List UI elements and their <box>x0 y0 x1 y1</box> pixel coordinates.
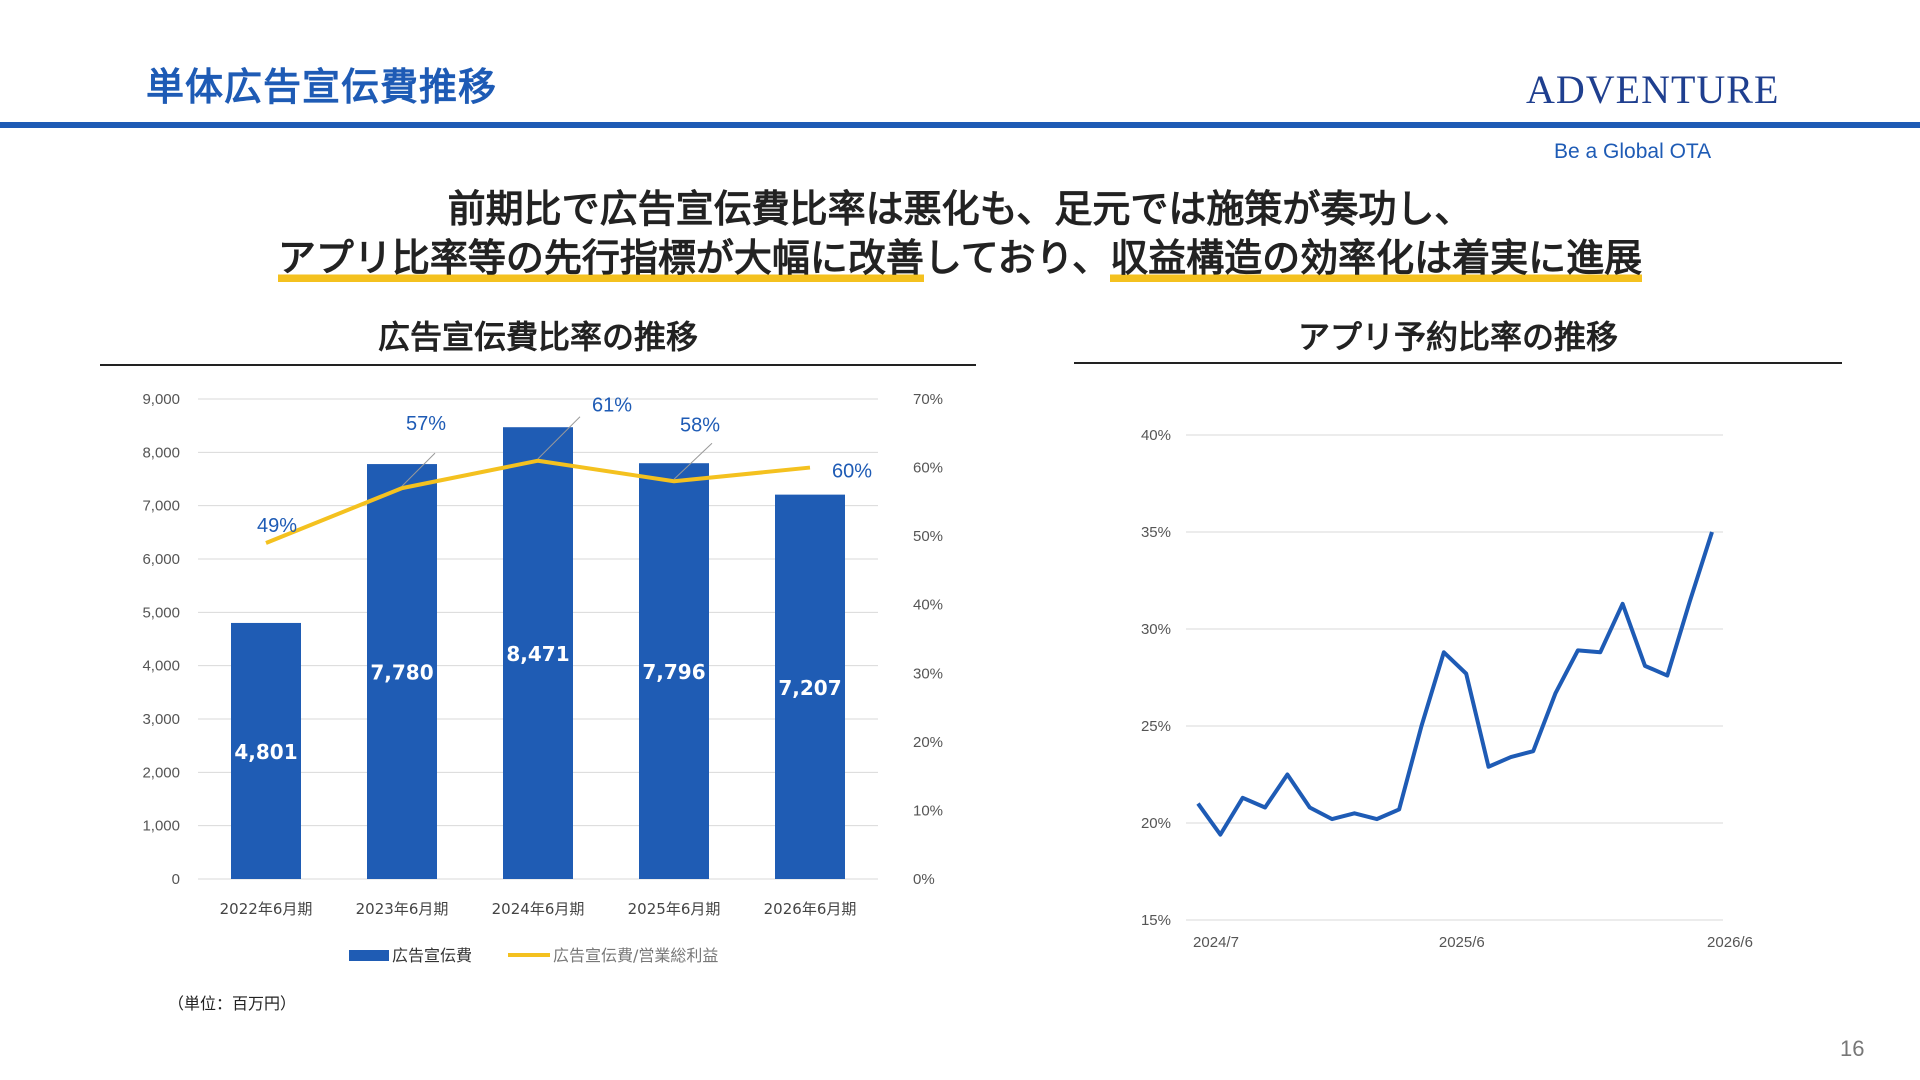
headline-middle: しており、 <box>923 236 1111 280</box>
bar-value-label: 7,780 <box>370 661 433 685</box>
headline-line-1: 前期比で広告宣伝費比率は悪化も、足元では施策が奏功し、 <box>447 187 1473 231</box>
legend-label-bar: 広告宣伝費 <box>392 946 472 965</box>
left-axis-tick: 2,000 <box>142 764 180 781</box>
left-axis-tick: 7,000 <box>142 498 180 515</box>
data-label-leader <box>401 452 436 487</box>
x-axis-tick: 2023年6月期 <box>356 900 449 918</box>
left-axis-tick: 9,000 <box>142 391 180 408</box>
x-axis-tick: 2022年6月期 <box>220 900 313 918</box>
right-axis-tick: 30% <box>913 665 943 682</box>
data-label-leader <box>537 416 581 460</box>
left-axis-tick: 0 <box>172 871 180 888</box>
bar <box>503 427 573 879</box>
y-axis-tick: 30% <box>1141 621 1171 638</box>
chart-title-rule-right <box>1074 362 1842 364</box>
x-axis-tick: 2024年6月期 <box>492 900 585 918</box>
bar <box>639 463 709 879</box>
unit-note: （単位：百万円） <box>168 994 297 1013</box>
chart-title-ad-ratio: 広告宣伝費比率の推移 <box>377 318 698 356</box>
left-axis-tick: 3,000 <box>142 711 180 728</box>
left-axis-tick: 6,000 <box>142 551 180 568</box>
x-axis-tick: 2026年6月期 <box>764 900 857 918</box>
left-axis-tick: 8,000 <box>142 444 180 461</box>
ratio-data-label: 58% <box>680 414 720 436</box>
app-ratio-line <box>1196 531 1714 837</box>
chart-title-rule-left <box>100 364 976 366</box>
page-number: 16 <box>1840 1036 1865 1061</box>
ratio-data-label: 57% <box>406 413 446 435</box>
brand-logo: ADVENTURE <box>1526 67 1780 112</box>
header-divider <box>0 122 1920 128</box>
x-axis-tick: 2025/6 <box>1439 934 1485 951</box>
data-label-leader <box>673 442 713 480</box>
headline-line-2: アプリ比率等の先行指標が大幅に改善しており、収益構造の効率化は着実に進展 <box>0 227 1920 282</box>
x-axis-tick: 2024/7 <box>1193 934 1239 951</box>
ratio-data-label: 49% <box>257 515 297 537</box>
right-axis-tick: 10% <box>913 802 943 819</box>
right-axis-tick: 50% <box>913 528 943 545</box>
left-axis-tick: 5,000 <box>142 604 180 621</box>
bar <box>775 494 845 879</box>
bar-value-label: 7,796 <box>642 660 705 684</box>
left-axis-tick: 1,000 <box>142 818 180 835</box>
y-axis-tick: 25% <box>1141 718 1171 735</box>
ratio-line <box>265 458 811 545</box>
headline-highlight-1: アプリ比率等の先行指標が大幅に改善 <box>277 236 924 282</box>
chart-title-app-ratio: アプリ予約比率の推移 <box>1297 318 1618 356</box>
legend-label-line: 広告宣伝費/営業総利益 <box>553 946 718 965</box>
ratio-data-label: 61% <box>592 395 632 417</box>
y-axis-tick: 15% <box>1141 912 1171 929</box>
right-axis-tick: 20% <box>913 734 943 751</box>
left-axis-tick: 4,000 <box>142 658 180 675</box>
right-axis-tick: 40% <box>913 597 943 614</box>
x-axis-tick: 2026/6 <box>1707 934 1753 951</box>
y-axis-tick: 35% <box>1141 524 1171 541</box>
bar-value-label: 8,471 <box>506 642 569 666</box>
headline-highlight-2: 収益構造の効率化は着実に進展 <box>1110 236 1643 282</box>
brand-tagline: Be a Global OTA <box>1554 140 1712 163</box>
y-axis-tick: 40% <box>1141 427 1171 444</box>
bar-value-label: 4,801 <box>234 740 297 764</box>
right-axis-tick: 70% <box>913 391 943 408</box>
ratio-data-label: 60% <box>832 461 872 483</box>
page-title: 単体広告宣伝費推移 <box>146 65 498 109</box>
bar <box>231 622 301 879</box>
bar <box>367 464 437 879</box>
legend-swatch-bar <box>349 950 389 961</box>
x-axis-tick: 2025年6月期 <box>628 900 721 918</box>
y-axis-tick: 20% <box>1141 815 1171 832</box>
right-axis-tick: 60% <box>913 460 943 477</box>
bar-value-label: 7,207 <box>778 676 841 700</box>
right-axis-tick: 0% <box>913 871 935 888</box>
